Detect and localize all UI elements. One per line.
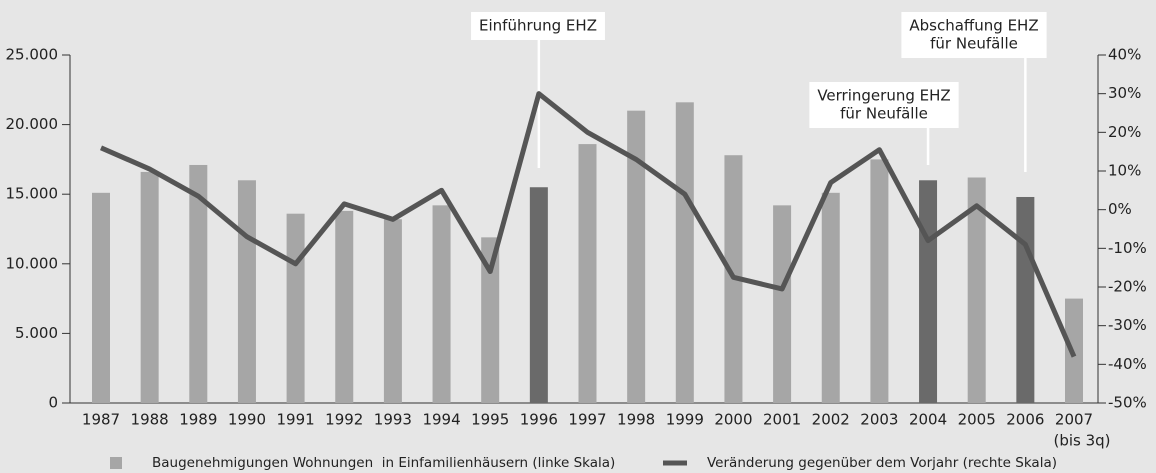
y-tick-label: 5.000: [15, 324, 58, 342]
bar: [578, 144, 597, 403]
annotation-text: für Neufälle: [840, 105, 928, 123]
y-tick-label: 0: [48, 394, 58, 412]
bar: [675, 102, 694, 403]
annotation-box: [471, 12, 605, 40]
y-tick-label: 20.000: [6, 115, 59, 133]
x-tick-label: 2003: [860, 411, 898, 429]
bar: [529, 187, 548, 403]
bar: [383, 219, 402, 403]
y2-tick-label: -30%: [1108, 316, 1147, 334]
bar: [335, 210, 354, 403]
legend-swatch: [110, 457, 122, 469]
legend-label: Veränderung gegenüber dem Vorjahr (recht…: [707, 455, 1057, 471]
bar: [189, 164, 208, 403]
x-tick-label: 2007: [1055, 411, 1093, 429]
x-tick-label: 2001: [763, 411, 801, 429]
y2-tick-label: -50%: [1108, 394, 1147, 412]
x-tick-label: 1996: [520, 411, 558, 429]
bar: [140, 171, 159, 403]
y2-tick-label: -20%: [1108, 278, 1147, 296]
y2-tick-label: 40%: [1108, 46, 1141, 64]
x-tick-label: 2005: [958, 411, 996, 429]
line: [99, 91, 1077, 358]
annotation-text: Abschaffung EHZ: [909, 17, 1038, 35]
x-tick-label: 1992: [325, 411, 363, 429]
x-tick-label: 1993: [374, 411, 412, 429]
bar: [432, 205, 451, 403]
y-tick-label: 10.000: [6, 254, 59, 272]
bar: [627, 110, 646, 404]
x-tick-label: 1990: [228, 411, 266, 429]
bar: [919, 180, 938, 403]
x-tick-label: 1999: [666, 411, 704, 429]
x-tick-label: 2002: [812, 411, 850, 429]
x-tick-label: 1987: [82, 411, 120, 429]
bar: [237, 180, 256, 403]
annotation-text: Einführung EHZ: [479, 17, 597, 35]
bar: [92, 192, 110, 403]
bar: [821, 192, 840, 403]
y2-tick-label: -10%: [1108, 239, 1147, 257]
y2-tick-label: 10%: [1108, 162, 1141, 180]
y2-tick-label: -40%: [1108, 355, 1147, 373]
y-tick-label: 25.000: [6, 46, 59, 64]
annotation-box: [809, 82, 959, 128]
x-tick-label: 1998: [617, 411, 655, 429]
annotation-text: für Neufälle: [930, 35, 1018, 53]
x-tick-label: 1995: [471, 411, 509, 429]
legend-label: Baugenehmigungen Wohnungen in Einfamilie…: [152, 455, 615, 471]
x-tick-label: 1991: [277, 411, 315, 429]
x-tick-label: 2000: [714, 411, 752, 429]
x-tick-label: 1997: [568, 411, 606, 429]
y2-tick-label: 30%: [1108, 84, 1141, 102]
x-tick-label: 2006: [1006, 411, 1044, 429]
bar: [870, 159, 889, 403]
bar: [1016, 196, 1035, 403]
x-tick-label: 1989: [179, 411, 217, 429]
annotation-text: Verringerung EHZ: [817, 87, 950, 105]
bar: [286, 213, 305, 403]
annotation: Einführung EHZ: [471, 12, 605, 40]
x-note: (bis 3q): [1053, 432, 1110, 450]
bar: [773, 205, 792, 403]
y2-tick-label: 20%: [1108, 123, 1141, 141]
x-tick-label: 1994: [422, 411, 460, 429]
bar: [967, 177, 986, 403]
x-tick-label: 1988: [131, 411, 169, 429]
y2-tick-label: 0%: [1108, 200, 1132, 218]
bar: [481, 237, 500, 403]
x-tick-label: 2004: [909, 411, 947, 429]
annotation-box: [901, 12, 1047, 58]
y-tick-label: 15.000: [6, 185, 59, 203]
